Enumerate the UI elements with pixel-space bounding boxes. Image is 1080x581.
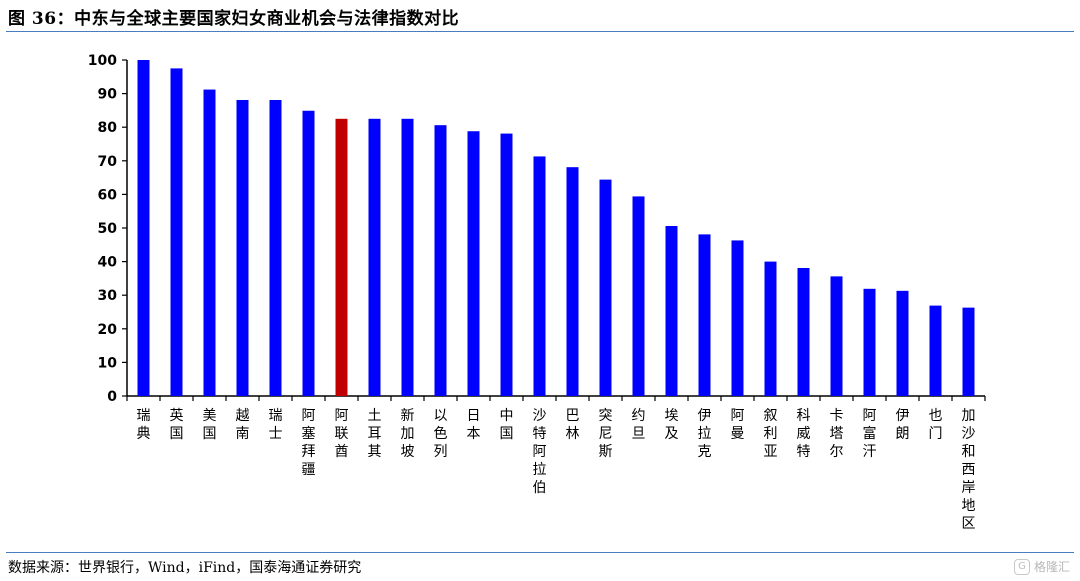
bar xyxy=(830,276,843,396)
x-tick-label: 突尼斯 xyxy=(599,408,613,460)
x-tick-label: 卡塔尔 xyxy=(830,408,844,460)
x-tick-label: 瑞士 xyxy=(269,408,283,442)
bottom-divider xyxy=(6,552,1074,553)
bar xyxy=(533,156,546,396)
bar xyxy=(401,118,414,397)
x-tick-label: 埃及 xyxy=(665,408,679,442)
watermark-text: 格隆汇 xyxy=(1033,560,1070,574)
y-tick-label: 60 xyxy=(98,187,118,203)
bar xyxy=(698,234,711,396)
bar xyxy=(269,99,282,396)
y-tick-label: 90 xyxy=(98,87,118,103)
bar xyxy=(500,133,513,397)
x-tick-label: 以色列 xyxy=(434,408,448,460)
bar xyxy=(203,89,216,397)
x-tick-label: 阿富汗 xyxy=(863,408,877,460)
x-tick-label: 美国 xyxy=(203,408,217,442)
x-tick-label: 英国 xyxy=(170,407,184,442)
y-tick-label: 30 xyxy=(98,288,118,304)
bar xyxy=(467,131,480,396)
figure-title: 图 36：中东与全球主要国家妇女商业机会与法律指数对比 xyxy=(8,9,460,29)
top-divider xyxy=(6,31,1074,32)
y-tick-label: 80 xyxy=(98,120,118,136)
bar xyxy=(566,167,579,396)
y-tick-label: 0 xyxy=(107,389,117,405)
watermark-logo-icon: G xyxy=(1013,558,1030,575)
bar xyxy=(764,261,777,396)
x-tick-label: 阿塞拜疆 xyxy=(302,408,316,478)
x-tick-label: 加沙和西岸地区 xyxy=(962,408,976,532)
bar xyxy=(236,99,249,396)
x-tick-label: 瑞典 xyxy=(137,408,151,442)
x-tick-label: 沙特阿拉伯 xyxy=(533,408,547,496)
bar xyxy=(797,267,810,396)
y-tick-label: 70 xyxy=(98,154,118,170)
x-tick-label: 中国 xyxy=(500,408,514,442)
y-tick-label: 20 xyxy=(98,322,118,338)
source-note: 数据来源：世界银行，Wind，iFind，国泰海通证券研究 xyxy=(8,560,362,576)
bar xyxy=(137,60,150,396)
x-tick-label: 伊朗 xyxy=(896,408,910,442)
x-tick-label: 越南 xyxy=(236,408,250,442)
y-tick-label: 100 xyxy=(88,53,117,69)
x-axis xyxy=(126,395,986,401)
x-tick-label: 新加坡 xyxy=(401,408,415,460)
bar xyxy=(896,290,909,396)
bar xyxy=(665,225,678,396)
y-tick-label: 40 xyxy=(98,255,118,271)
bar xyxy=(863,288,876,396)
x-tick-label: 约旦 xyxy=(632,408,646,442)
y-tick-label: 10 xyxy=(98,355,118,371)
x-tick-label: 阿曼 xyxy=(731,408,745,442)
y-tick-label: 50 xyxy=(98,221,118,237)
x-tick-label: 伊拉克 xyxy=(698,408,712,460)
x-tick-label: 日本 xyxy=(467,408,481,442)
bar xyxy=(368,118,381,397)
bar xyxy=(731,240,744,396)
bar xyxy=(929,305,942,396)
bar xyxy=(962,307,975,396)
bar xyxy=(632,196,645,396)
y-axis: 0 10 20 30 40 50 60 70 80 90 100 xyxy=(88,53,128,405)
bar xyxy=(599,179,612,396)
watermark: G 格隆汇 xyxy=(1013,558,1070,575)
x-tick-label: 科威特 xyxy=(797,408,811,460)
x-tick-label: 也门 xyxy=(929,408,943,442)
x-tick-label: 叙利亚 xyxy=(764,407,778,460)
bar xyxy=(434,125,447,397)
bar xyxy=(302,110,315,397)
bar xyxy=(335,118,348,397)
x-tick-label: 土耳其 xyxy=(368,408,382,460)
x-tick-label: 阿联酋 xyxy=(335,408,349,460)
bar xyxy=(170,68,183,397)
x-tick-label: 巴林 xyxy=(566,408,580,442)
bar-series xyxy=(137,60,975,397)
